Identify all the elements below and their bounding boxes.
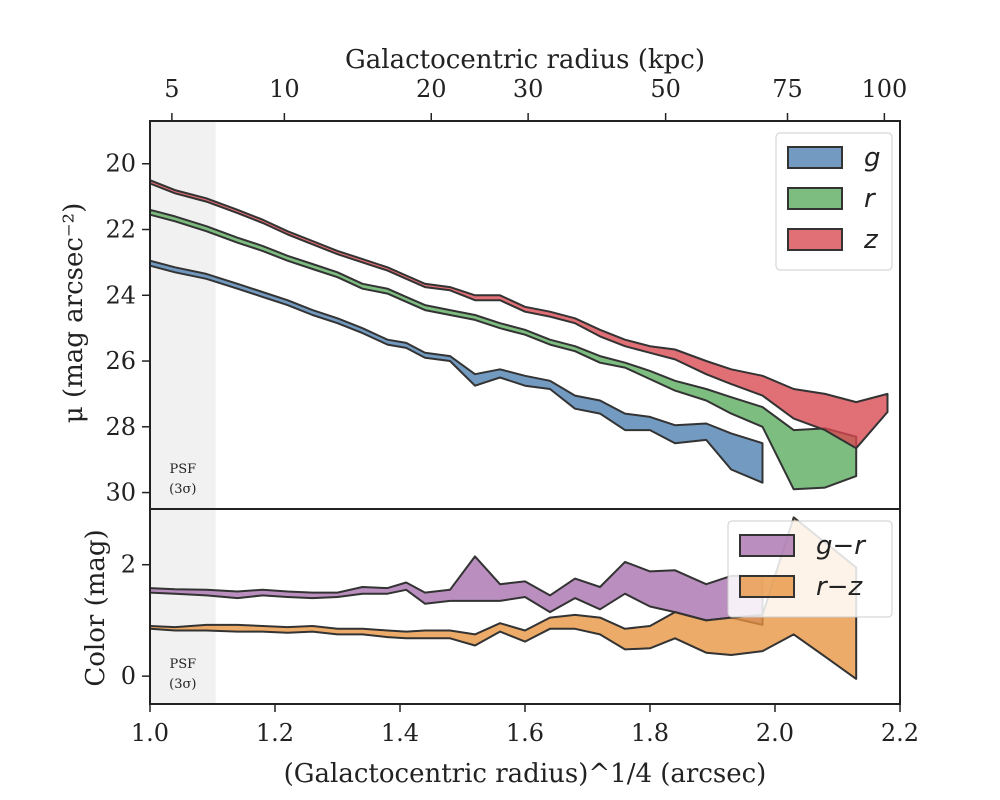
top-x-tick-label: 75 <box>772 75 803 103</box>
bottom-legend: g−r r−z <box>727 520 893 618</box>
top-psf-label: PSF <box>169 462 196 477</box>
x-axis-label: (Galactocentric radius)^1/4 (arcsec) <box>284 759 767 789</box>
top-y-tick-label: 26 <box>105 347 136 375</box>
top-x-tick-label: 5 <box>164 75 179 103</box>
top-legend-label: g <box>864 143 881 173</box>
top-legend-label: z <box>863 225 879 255</box>
top-y-tick-label: 20 <box>105 150 136 178</box>
top-legend-label: r <box>864 184 877 214</box>
bottom-psf-label: PSF <box>169 657 196 672</box>
top-x-tick-label: 30 <box>513 75 544 103</box>
x-tick-label: 1.4 <box>381 719 419 747</box>
bottom-y-tick-label: 0 <box>121 662 136 690</box>
x-tick-label: 1.6 <box>506 719 544 747</box>
x-tick-label: 1.8 <box>631 719 669 747</box>
top-band-g <box>149 259 764 484</box>
top-band-r <box>149 208 858 491</box>
bottom-legend-label: r−z <box>816 572 863 602</box>
top-x-tick-label: 10 <box>269 75 300 103</box>
top-legend: grz <box>775 132 893 271</box>
top-legend-swatch <box>787 228 843 251</box>
top-y-axis-label: μ (mag arcsec⁻²) <box>59 203 89 423</box>
top-y-tick-label: 28 <box>105 413 136 441</box>
bottom-legend-label: g−r <box>816 531 867 561</box>
top-psf-sigma-label: (3σ) <box>169 482 196 497</box>
bottom-legend-swatch <box>739 575 795 598</box>
color-panel: 0 2 PSF (3σ) g−r r−z 1.0 1.2 1.4 1.6 1.8 2.0 2.2 <box>121 508 919 747</box>
top-x-tick-label: 50 <box>650 75 681 103</box>
top-y-tick-label: 24 <box>105 281 136 309</box>
top-axis-label: Galactocentric radius (kpc) <box>345 45 705 75</box>
bottom-y-tick-label: 2 <box>121 551 136 579</box>
bottom-psf-region <box>150 509 216 704</box>
top-y-tick-label: 22 <box>105 216 136 244</box>
x-tick-label: 1.2 <box>256 719 294 747</box>
bottom-y-axis-label: Color (mag) <box>81 529 111 686</box>
top-band-z <box>149 179 889 450</box>
bottom-band-rz <box>149 516 858 680</box>
bottom-psf-sigma-label: (3σ) <box>169 677 196 692</box>
top-legend-swatch <box>787 187 843 210</box>
x-tick-label: 2.2 <box>881 719 919 747</box>
x-tick-label: 1.0 <box>131 719 169 747</box>
top-y-tick-label: 30 <box>105 479 136 507</box>
bottom-legend-swatch <box>739 534 795 557</box>
top-psf-region <box>150 121 216 509</box>
top-x-tick-label: 100 <box>861 75 907 103</box>
surface-brightness-panel: 20 22 24 26 28 30 PSF (3σ) grz 5 10 20 30 50 75 100 <box>105 75 907 510</box>
top-legend-swatch <box>787 146 843 169</box>
top-x-tick-label: 20 <box>416 75 447 103</box>
x-tick-label: 2.0 <box>756 719 794 747</box>
